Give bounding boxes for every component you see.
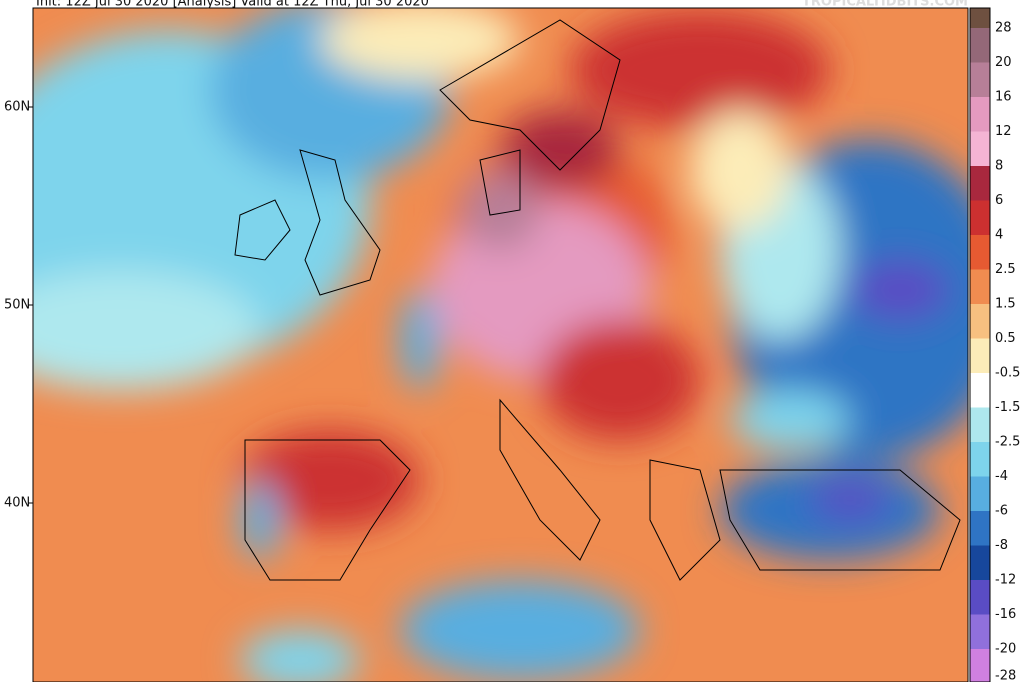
latitude-label: 60N — [4, 100, 30, 115]
colorbar-label: 4 — [995, 228, 1003, 243]
colorbar-cell — [970, 166, 990, 201]
colorbar-label: 12 — [995, 124, 1012, 139]
colorbar-label: -6 — [995, 504, 1008, 519]
colorbar-cell — [970, 511, 990, 546]
colorbar-label: 28 — [995, 21, 1012, 36]
colorbar-cell — [970, 235, 990, 270]
colorbar-label: -1.5 — [995, 400, 1020, 415]
colorbar-label: -20 — [995, 642, 1016, 657]
colorbar-label: -12 — [995, 573, 1016, 588]
colorbar-cell — [970, 373, 990, 408]
header-title: Init: 12Z Jul 30 2020 [Analysis] Valid a… — [36, 0, 429, 10]
colorbar-cell — [970, 62, 990, 97]
colorbar-cell — [970, 304, 990, 339]
colorbar-cell — [970, 200, 990, 235]
colorbar-label: 16 — [995, 90, 1012, 105]
colorbar-label: 0.5 — [995, 331, 1016, 346]
colorbar-label: 2.5 — [995, 262, 1016, 277]
colorbar-cell — [970, 269, 990, 304]
colorbar-label: -16 — [995, 607, 1016, 622]
colorbar-cell — [970, 407, 990, 442]
colorbar-cell — [970, 649, 990, 684]
colorbar-label: -0.5 — [995, 366, 1020, 381]
colorbar-cell — [970, 8, 990, 28]
colorbar-cell — [970, 545, 990, 580]
colorbar-cell — [970, 97, 990, 132]
colorbar-cell — [970, 580, 990, 615]
colorbar-cell — [970, 131, 990, 166]
colorbar-label: 1.5 — [995, 297, 1016, 312]
colorbar-cell — [970, 338, 990, 373]
colorbar-label: -2.5 — [995, 435, 1020, 450]
colorbar-cell — [970, 28, 990, 63]
colorbar-label: 6 — [995, 193, 1003, 208]
colorbar-cell — [970, 614, 990, 649]
colorbar-label: 8 — [995, 159, 1003, 174]
colorbar-label: -28 — [995, 669, 1016, 683]
colorbar-cell — [970, 442, 990, 477]
latitude-label: 50N — [4, 298, 30, 313]
colorbar-label: -4 — [995, 469, 1008, 484]
colorbar-label: 20 — [995, 55, 1012, 70]
latitude-label: 40N — [4, 496, 30, 511]
colorbar-label: -8 — [995, 538, 1008, 553]
header-source: TROPICALTIDBITS.COM — [802, 0, 968, 10]
colorbar-cell — [970, 476, 990, 511]
coastlines — [234, 19, 961, 581]
